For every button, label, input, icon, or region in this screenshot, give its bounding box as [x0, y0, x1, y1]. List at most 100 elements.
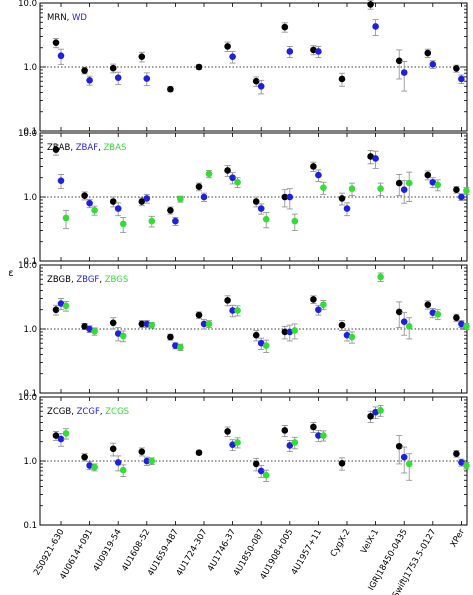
data-point — [262, 471, 270, 479]
data-point — [205, 170, 213, 178]
data-point — [458, 75, 465, 83]
data-point — [57, 177, 65, 184]
data-point — [167, 85, 174, 93]
data-point — [286, 48, 294, 55]
data-point — [281, 427, 289, 434]
data-point — [395, 442, 403, 450]
legend-entry: ZBAS — [103, 143, 126, 153]
data-point — [377, 406, 384, 414]
data-point — [429, 309, 437, 316]
data-point — [463, 187, 470, 195]
data-point — [434, 181, 442, 189]
data-point — [138, 320, 146, 328]
data-point — [257, 205, 265, 212]
data-point — [291, 439, 299, 446]
legend-entry: ZBAF — [76, 143, 98, 153]
data-point — [405, 179, 413, 187]
data-point — [172, 217, 179, 225]
data-point — [252, 460, 260, 468]
data-point — [200, 193, 208, 201]
data-point — [167, 206, 174, 214]
data-point — [343, 205, 351, 212]
data-point — [52, 432, 60, 439]
data-point — [310, 296, 317, 303]
data-point — [148, 321, 156, 329]
data-point — [434, 310, 442, 318]
data-point — [320, 301, 327, 308]
y-tick-label: 1.0 — [23, 457, 37, 467]
legend-separator: , — [67, 13, 72, 23]
data-point — [52, 39, 60, 46]
data-point — [281, 328, 289, 336]
data-point — [114, 330, 122, 337]
data-point — [109, 64, 117, 72]
data-point — [62, 302, 70, 310]
data-point — [167, 333, 174, 341]
data-point — [138, 53, 146, 60]
data-point — [372, 155, 379, 162]
legend-separator: , — [98, 143, 103, 153]
x-tick-label: 4U1724-307 — [175, 528, 210, 579]
data-point — [424, 49, 432, 57]
legend-entry: MRN — [47, 13, 67, 23]
legend-entry: ZBGS — [105, 275, 129, 285]
data-point — [143, 75, 151, 82]
data-point — [91, 328, 98, 335]
y-axis-label: ε — [8, 268, 13, 279]
legend-entry: ZCGB — [47, 407, 71, 417]
data-point — [114, 74, 122, 82]
data-point — [424, 171, 432, 179]
data-point — [310, 423, 317, 431]
legend-entry: ZCGS — [105, 407, 129, 417]
panel-4: 0.1 1.0 10.0 ZCGB, ZCGF, ZCGS — [18, 393, 470, 531]
data-point — [320, 432, 327, 439]
data-point — [143, 195, 151, 202]
data-point — [91, 206, 98, 214]
y-tick-label: 10.0 — [18, 261, 37, 271]
y-tick-label: 0.1 — [23, 389, 37, 399]
panel-1: 0.1 1.0 10.0 MRN, WD — [18, 0, 468, 137]
data-point — [200, 320, 208, 328]
data-point — [424, 301, 432, 308]
data-point — [234, 307, 241, 314]
data-point — [86, 76, 93, 84]
data-point — [252, 331, 260, 339]
data-point — [405, 323, 413, 330]
data-point — [262, 342, 270, 349]
data-point — [138, 448, 146, 455]
data-point — [281, 23, 289, 31]
data-point — [52, 306, 60, 314]
data-point — [148, 217, 156, 225]
legend-separator: , — [71, 407, 76, 417]
data-point — [315, 432, 322, 439]
data-point — [86, 462, 93, 469]
y-tick-label: 0.1 — [23, 257, 37, 267]
chart-root: 0.1 1.0 10.0 MRN, WD 0.1 1.0 10.0 ZBAB, ZBAF, Z… — [18, 0, 470, 595]
data-point — [429, 61, 437, 68]
data-point — [143, 320, 151, 328]
data-point — [177, 343, 184, 351]
legend-entry: ZBGF — [76, 275, 99, 285]
data-point — [463, 462, 470, 469]
data-point — [262, 215, 270, 223]
data-point — [224, 167, 231, 174]
data-point — [195, 63, 203, 71]
legend: ZBAB, ZBAF, ZBAS — [47, 143, 126, 153]
data-point — [229, 53, 236, 60]
data-point — [109, 198, 117, 205]
data-point — [315, 306, 322, 314]
data-point — [453, 314, 460, 322]
data-point — [291, 217, 299, 225]
data-point — [372, 408, 379, 416]
data-point — [86, 199, 93, 207]
data-point — [252, 77, 260, 85]
data-point — [119, 220, 127, 228]
data-point — [109, 445, 117, 453]
data-point — [224, 428, 231, 435]
data-point — [338, 460, 346, 467]
data-point — [138, 198, 146, 205]
data-point — [458, 320, 465, 328]
data-point — [57, 300, 65, 307]
data-point — [229, 174, 236, 182]
y-tick-label: 0.1 — [23, 521, 37, 531]
